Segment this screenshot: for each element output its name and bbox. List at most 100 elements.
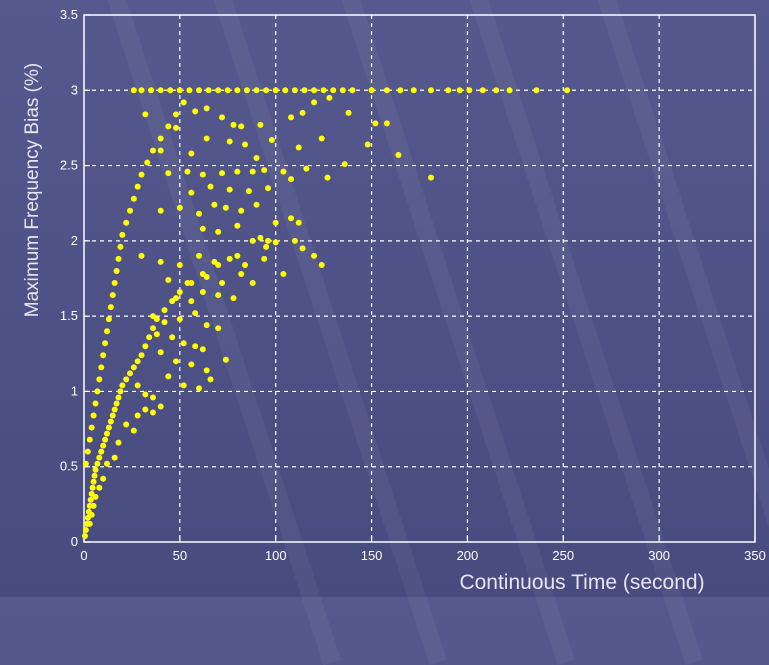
data-point — [253, 155, 260, 162]
y-tick-label: 2 — [71, 233, 78, 248]
data-point — [150, 313, 157, 320]
data-point — [188, 150, 195, 157]
y-tick-label: 1.5 — [60, 308, 78, 323]
data-point — [410, 87, 417, 94]
data-point — [238, 207, 245, 214]
data-point — [311, 87, 318, 94]
scatter-chart: 0 50 100 150 200 250 300 350 0 0.5 1 1.5 2 2.5 3 3.5 — [60, 7, 765, 563]
data-point — [89, 484, 96, 491]
data-point — [180, 382, 187, 389]
data-point — [265, 185, 272, 192]
data-point — [150, 394, 157, 401]
data-point — [299, 245, 306, 252]
data-point — [249, 237, 256, 244]
data-point — [176, 261, 183, 268]
data-point — [245, 188, 252, 195]
data-point — [288, 215, 295, 222]
x-tick-labels: 0 50 100 150 200 250 300 350 — [80, 548, 765, 563]
data-point — [134, 382, 141, 389]
data-point — [176, 316, 183, 323]
data-point — [148, 87, 155, 94]
data-point — [219, 280, 226, 287]
data-point — [263, 87, 270, 94]
x-tick-label: 300 — [648, 548, 670, 563]
data-point — [188, 189, 195, 196]
x-tick-label: 150 — [361, 548, 383, 563]
data-point — [234, 87, 241, 94]
data-point — [90, 502, 97, 509]
data-point — [199, 171, 206, 178]
data-point — [234, 252, 241, 259]
data-point — [176, 204, 183, 211]
data-point — [157, 147, 164, 154]
data-point — [113, 267, 120, 274]
data-point — [242, 141, 249, 148]
y-axis-label: Maximum Frequency Bias (%) — [22, 62, 43, 318]
data-point — [92, 493, 99, 500]
data-point — [138, 352, 145, 359]
data-point — [199, 346, 206, 353]
data-point — [90, 412, 97, 419]
data-point — [127, 207, 134, 214]
plot-frame — [83, 14, 756, 543]
x-tick-label: 200 — [457, 548, 479, 563]
data-point — [157, 207, 164, 214]
data-point — [295, 144, 302, 151]
data-point — [219, 114, 226, 121]
data-point — [506, 87, 513, 94]
y-tick-label: 3 — [71, 82, 78, 97]
data-point — [87, 496, 94, 503]
data-point — [161, 319, 168, 326]
data-point — [493, 87, 500, 94]
data-point — [130, 195, 137, 202]
data-point — [123, 219, 130, 226]
data-point — [230, 295, 237, 302]
y-tick-labels: 0 0.5 1 1.5 2 2.5 3 3.5 — [60, 7, 78, 549]
data-point — [257, 121, 264, 128]
data-point — [82, 526, 89, 533]
data-point — [196, 210, 203, 217]
x-tick-label: 350 — [744, 548, 766, 563]
data-point — [150, 147, 157, 154]
data-point — [203, 367, 210, 374]
data-point — [123, 421, 130, 428]
data-point — [261, 255, 268, 262]
data-point — [142, 406, 149, 413]
data-point — [243, 87, 250, 94]
data-point — [96, 484, 103, 491]
data-point — [173, 111, 180, 118]
data-point — [339, 87, 346, 94]
data-point — [226, 186, 233, 193]
data-point — [109, 292, 116, 299]
data-point — [282, 87, 289, 94]
data-point — [146, 334, 153, 341]
data-point — [311, 99, 318, 106]
x-axis-label: Continuous Time (second) — [459, 571, 705, 594]
data-point — [238, 123, 245, 130]
data-point — [180, 340, 187, 347]
data-point — [86, 436, 93, 443]
data-point — [318, 135, 325, 142]
data-point — [134, 183, 141, 190]
data-point — [173, 358, 180, 365]
data-point — [253, 201, 260, 208]
data-point — [150, 325, 157, 332]
data-point — [215, 87, 222, 94]
data-point — [104, 430, 111, 437]
data-point — [94, 388, 101, 395]
data-point — [111, 406, 118, 413]
data-point — [184, 280, 191, 287]
data-point — [303, 165, 310, 172]
data-point — [144, 159, 151, 166]
data-point — [295, 219, 302, 226]
data-point — [199, 225, 206, 232]
data-point — [320, 87, 327, 94]
data-point — [265, 237, 272, 244]
data-point — [364, 141, 371, 148]
data-point — [92, 466, 99, 473]
data-point — [261, 167, 268, 174]
data-point — [157, 349, 164, 356]
y-tick-label: 3.5 — [60, 7, 78, 22]
data-point — [104, 328, 111, 335]
data-point — [81, 532, 88, 539]
